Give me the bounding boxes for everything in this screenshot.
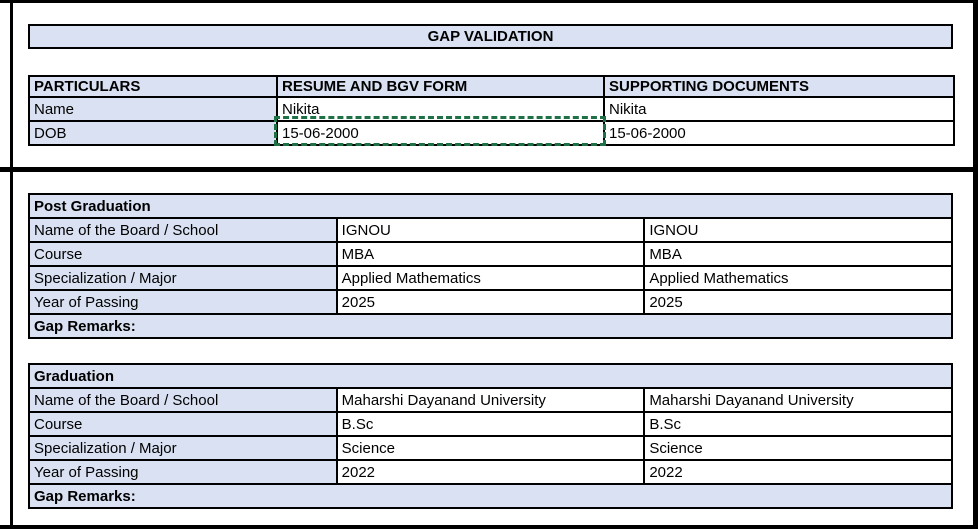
table-row-board-school: Name of the Board / School IGNOU IGNOU <box>28 217 953 243</box>
cell-grad-board-resume[interactable]: Maharshi Dayanand University <box>335 387 646 413</box>
cell-grad-specialization-resume[interactable]: Science <box>335 435 646 461</box>
header-cell-supporting-docs: SUPPORTING DOCUMENTS <box>603 75 955 98</box>
row-label-name: Name <box>28 96 278 122</box>
section-title-post-graduation: Post Graduation <box>28 193 953 219</box>
cell-grad-board-supporting[interactable]: Maharshi Dayanand University <box>643 387 953 413</box>
header-cell-resume-bgv: RESUME AND BGV FORM <box>276 75 605 98</box>
cell-name-supporting[interactable]: Nikita <box>603 96 955 122</box>
table-row-dob: DOB 15-06-2000 15-06-2000 <box>28 120 955 146</box>
page-title-text: GAP VALIDATION <box>427 28 554 45</box>
section-divider-line <box>0 167 978 172</box>
row-label-board-school: Name of the Board / School <box>28 387 338 413</box>
table-row-course: Course B.Sc B.Sc <box>28 411 953 437</box>
row-label-specialization: Specialization / Major <box>28 265 338 291</box>
gap-remarks-row: Gap Remarks: <box>28 313 953 339</box>
cell-pg-board-resume[interactable]: IGNOU <box>335 217 646 243</box>
gap-remarks-row: Gap Remarks: <box>28 483 953 509</box>
gap-remarks-label-graduation[interactable]: Gap Remarks: <box>28 483 953 509</box>
section-header-row: Post Graduation <box>28 193 953 219</box>
cell-grad-course-resume[interactable]: B.Sc <box>335 411 646 437</box>
post-graduation-table: Post Graduation Name of the Board / Scho… <box>28 193 953 339</box>
section-header-row: Graduation <box>28 363 953 389</box>
cell-pg-board-supporting[interactable]: IGNOU <box>643 217 953 243</box>
particulars-header-row: PARTICULARS RESUME AND BGV FORM SUPPORTI… <box>28 75 955 98</box>
row-label-course: Course <box>28 241 338 267</box>
gap-remarks-label-post-graduation[interactable]: Gap Remarks: <box>28 313 953 339</box>
table-row-specialization: Specialization / Major Science Science <box>28 435 953 461</box>
table-row-year-of-passing: Year of Passing 2025 2025 <box>28 289 953 315</box>
cell-dob-resume[interactable]: 15-06-2000 <box>276 120 605 146</box>
cell-grad-year-resume[interactable]: 2022 <box>335 459 646 485</box>
cell-pg-specialization-resume[interactable]: Applied Mathematics <box>335 265 646 291</box>
particulars-table: PARTICULARS RESUME AND BGV FORM SUPPORTI… <box>28 75 955 146</box>
cell-pg-course-resume[interactable]: MBA <box>335 241 646 267</box>
cell-grad-course-supporting[interactable]: B.Sc <box>643 411 953 437</box>
cell-pg-specialization-supporting[interactable]: Applied Mathematics <box>643 265 953 291</box>
table-row-name: Name Nikita Nikita <box>28 96 955 122</box>
row-label-dob: DOB <box>28 120 278 146</box>
table-row-board-school: Name of the Board / School Maharshi Daya… <box>28 387 953 413</box>
cell-grad-year-supporting[interactable]: 2022 <box>643 459 953 485</box>
table-row-course: Course MBA MBA <box>28 241 953 267</box>
table-row-year-of-passing: Year of Passing 2022 2022 <box>28 459 953 485</box>
cell-pg-year-supporting[interactable]: 2025 <box>643 289 953 315</box>
section-title-graduation: Graduation <box>28 363 953 389</box>
frame-border-top <box>0 0 978 3</box>
row-label-year-of-passing: Year of Passing <box>28 459 338 485</box>
frame-border-left <box>10 0 13 529</box>
row-label-year-of-passing: Year of Passing <box>28 289 338 315</box>
cell-pg-year-resume[interactable]: 2025 <box>335 289 646 315</box>
cell-pg-course-supporting[interactable]: MBA <box>643 241 953 267</box>
row-label-specialization: Specialization / Major <box>28 435 338 461</box>
page-title: GAP VALIDATION <box>28 24 953 49</box>
cell-grad-specialization-supporting[interactable]: Science <box>643 435 953 461</box>
row-label-course: Course <box>28 411 338 437</box>
row-label-board-school: Name of the Board / School <box>28 217 338 243</box>
header-cell-particulars: PARTICULARS <box>28 75 278 98</box>
cell-name-resume[interactable]: Nikita <box>276 96 605 122</box>
table-row-specialization: Specialization / Major Applied Mathemati… <box>28 265 953 291</box>
graduation-table: Graduation Name of the Board / School Ma… <box>28 363 953 509</box>
cell-dob-supporting[interactable]: 15-06-2000 <box>603 120 955 146</box>
frame-border-right <box>973 0 978 529</box>
frame-border-bottom <box>0 525 978 529</box>
